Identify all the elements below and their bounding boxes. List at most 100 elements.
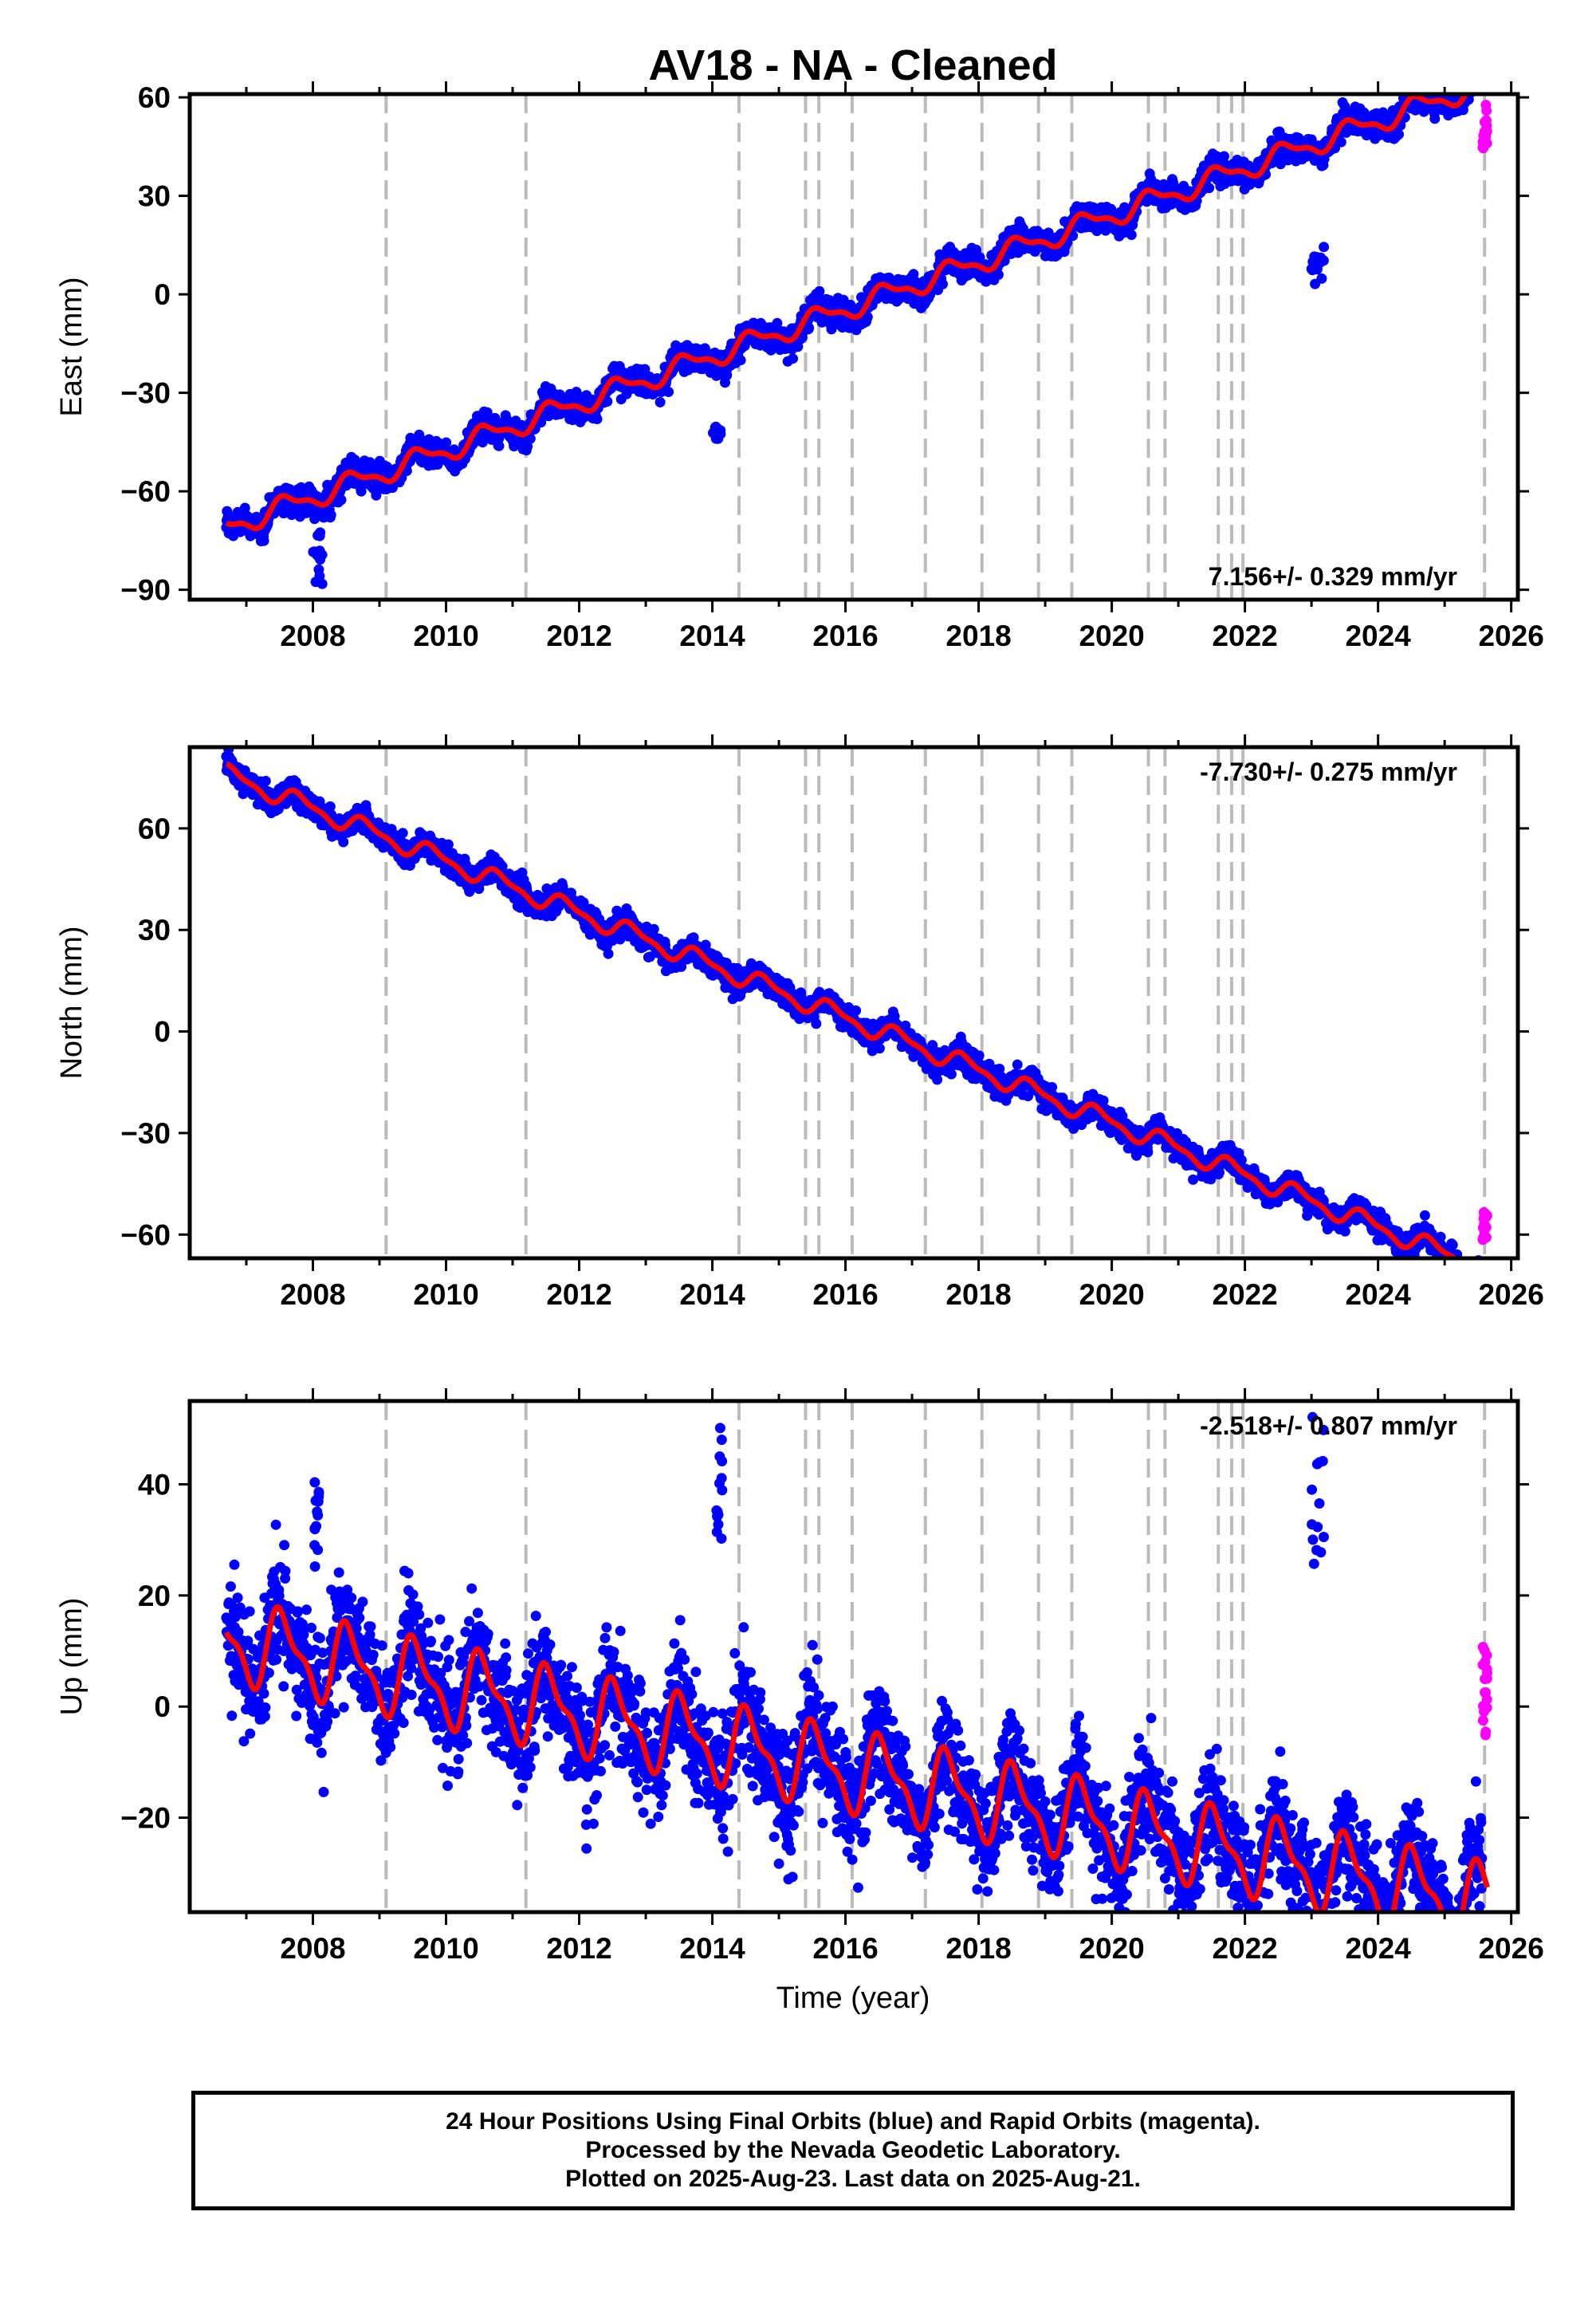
- data-point: [325, 510, 336, 521]
- data-point: [1409, 81, 1420, 92]
- data-point: [804, 322, 815, 333]
- data-point: [1413, 79, 1423, 89]
- outlier-point: [1316, 273, 1327, 284]
- panel-east: 2008 2010 2012 2014 2016 2018 2020 2022 2024 2026…: [55, 56, 1544, 652]
- data-point: [1467, 77, 1477, 87]
- x-tick-label: 2012: [546, 620, 611, 652]
- x-tick-label: 2008: [280, 620, 345, 652]
- final-orbit-points: [221, 747, 1484, 1258]
- data-point: [1464, 82, 1475, 92]
- final-orbit-points: [221, 56, 1487, 589]
- rapid-point: [1478, 143, 1489, 154]
- data-point: [1468, 82, 1479, 92]
- data-point: [1471, 67, 1481, 77]
- data-point: [1429, 113, 1441, 124]
- data-point: [1468, 64, 1478, 74]
- outlier-point: [316, 549, 328, 561]
- data-point: [1465, 71, 1476, 81]
- x-tick-label: 2016: [812, 620, 878, 652]
- data-point: [862, 312, 873, 322]
- data-point: [1468, 72, 1478, 82]
- data-point: [1409, 82, 1420, 92]
- y-tick-label: −90: [120, 574, 171, 607]
- data-point: [592, 414, 603, 424]
- outlier-point: [1311, 264, 1323, 275]
- data-point: [1471, 68, 1481, 78]
- data-point: [522, 441, 533, 452]
- data-point: [1472, 56, 1482, 66]
- data-point: [1425, 82, 1436, 92]
- data-point: [602, 396, 613, 407]
- x-tick-label: 2010: [413, 620, 478, 652]
- data-point: [493, 440, 505, 451]
- y-tick-label: −60: [120, 475, 171, 508]
- data-point: [993, 270, 1004, 280]
- plot-area-north: [221, 747, 1492, 1258]
- data-point: [938, 278, 948, 289]
- data-point: [1473, 61, 1484, 71]
- x-tick-label: 2026: [1478, 620, 1543, 652]
- data-point: [1475, 65, 1485, 75]
- data-point: [1469, 64, 1480, 74]
- data-point: [1204, 183, 1215, 194]
- data-point: [1474, 68, 1484, 78]
- data-point: [1474, 61, 1484, 72]
- data-point: [382, 462, 393, 472]
- plot-area-east: [221, 56, 1492, 600]
- data-point: [1417, 80, 1428, 90]
- rapid-point: [1480, 100, 1492, 111]
- data-point: [1431, 77, 1441, 87]
- x-tick-label: 2024: [1345, 620, 1411, 652]
- data-point: [1476, 69, 1487, 79]
- data-point: [1408, 83, 1418, 93]
- outlier-point: [710, 433, 721, 444]
- y-tick-label: 0: [154, 278, 171, 311]
- data-point: [338, 836, 349, 848]
- data-point: [1476, 74, 1486, 85]
- data-point: [1472, 66, 1483, 77]
- data-point: [397, 828, 408, 839]
- data-point: [735, 355, 746, 366]
- data-point: [1463, 77, 1473, 88]
- data-point: [1475, 57, 1485, 68]
- data-point: [1335, 136, 1346, 148]
- data-point: [1464, 81, 1474, 92]
- data-point: [1475, 69, 1485, 80]
- data-point: [1126, 230, 1137, 240]
- data-point: [663, 387, 674, 397]
- data-point: [1476, 61, 1487, 72]
- data-point: [1470, 80, 1480, 90]
- data-point: [1476, 73, 1486, 84]
- data-point: [336, 494, 347, 506]
- figure-title: AV18 - NA - Cleaned: [648, 41, 1057, 89]
- data-point: [1407, 81, 1417, 92]
- data-point: [1468, 63, 1479, 73]
- data-point: [1462, 82, 1472, 92]
- outlier-point: [313, 530, 324, 541]
- data-point: [1470, 68, 1480, 78]
- y-tick-label: 30: [138, 180, 171, 213]
- data-point: [655, 396, 666, 407]
- x-tick-label: 2018: [945, 620, 1011, 652]
- rapid-point: [1481, 125, 1492, 136]
- x-tick-label: 2022: [1212, 620, 1277, 652]
- data-point: [258, 535, 269, 546]
- data-point: [1464, 81, 1475, 91]
- data-point: [482, 407, 493, 418]
- data-point: [1466, 81, 1476, 91]
- data-point: [371, 490, 382, 501]
- panel-north: 2008 2010 2012 2014 2016 2018 2020 2022 2024 2026…: [55, 734, 1544, 1311]
- y-axis-label: East (mm): [55, 277, 88, 416]
- data-point: [788, 353, 798, 364]
- rate-annotation: 7.156+/- 0.329 mm/yr: [1209, 562, 1457, 591]
- data-point: [441, 437, 452, 448]
- outlier-point: [1319, 242, 1330, 253]
- y-tick-label: 60: [138, 81, 171, 114]
- data-point: [1219, 151, 1229, 162]
- rapid-orbit-points: [1477, 100, 1492, 154]
- data-point: [1472, 68, 1482, 78]
- data-point: [639, 364, 651, 375]
- outlier-point: [1315, 252, 1327, 263]
